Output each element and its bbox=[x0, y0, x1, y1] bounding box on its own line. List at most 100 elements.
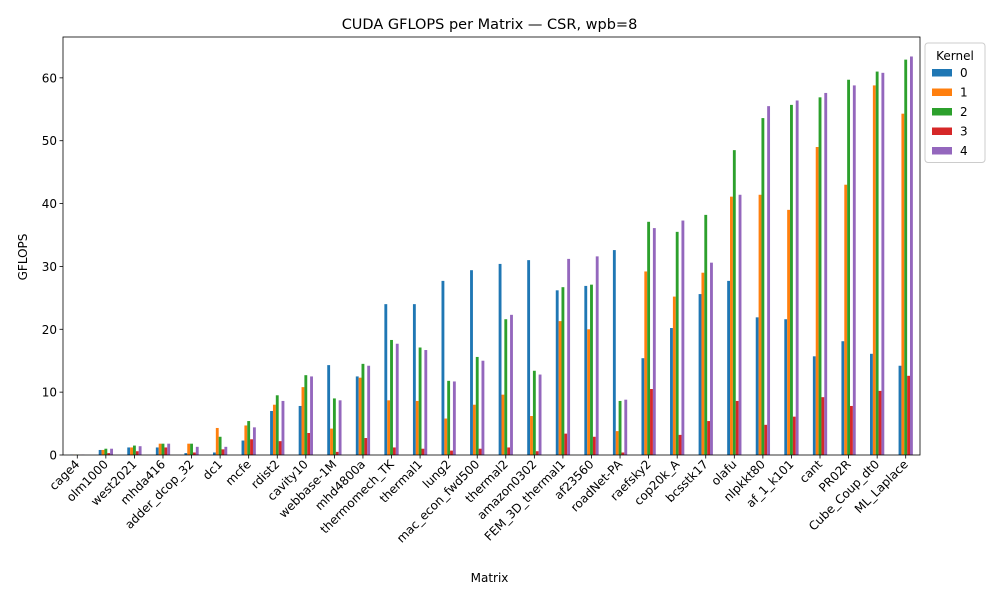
bar-raefsky2-kernel-1 bbox=[644, 271, 647, 455]
bar-PR02R-kernel-2 bbox=[847, 80, 850, 455]
bar-cop20k_A-kernel-2 bbox=[676, 232, 679, 455]
bar-lung2-kernel-2 bbox=[447, 381, 450, 455]
bar-cant-kernel-1 bbox=[816, 147, 819, 455]
bar-mac_econ_fwd500-kernel-1 bbox=[473, 405, 476, 455]
bar-cavity10-kernel-0 bbox=[299, 406, 302, 455]
bar-ML_Laplace-kernel-4 bbox=[910, 56, 913, 455]
bar-cavity10-kernel-4 bbox=[310, 376, 313, 455]
bar-mhda416-kernel-2 bbox=[162, 444, 165, 455]
bar-thermal1-kernel-0 bbox=[413, 304, 416, 455]
bar-bcsstk17-kernel-2 bbox=[704, 215, 707, 455]
bar-raefsky2-kernel-2 bbox=[647, 222, 650, 455]
bar-amazon0302-kernel-2 bbox=[533, 371, 536, 455]
chart-title: CUDA GFLOPS per Matrix — CSR, wpb=8 bbox=[342, 17, 638, 33]
legend-label-4: 4 bbox=[960, 144, 968, 158]
y-tick-label: 20 bbox=[42, 323, 57, 337]
bar-bcsstk17-kernel-3 bbox=[707, 421, 710, 455]
bar-mhda416-kernel-3 bbox=[164, 447, 167, 455]
bar-west2021-kernel-2 bbox=[133, 446, 136, 455]
bar-adder_dcop_32-kernel-4 bbox=[196, 447, 199, 455]
bar-af_1_k101-kernel-0 bbox=[784, 319, 787, 455]
bar-PR02R-kernel-1 bbox=[844, 185, 847, 455]
bar-raefsky2-kernel-4 bbox=[653, 228, 656, 455]
bar-mcfe-kernel-3 bbox=[250, 439, 253, 455]
bar-ML_Laplace-kernel-1 bbox=[901, 114, 904, 455]
bar-rdist2-kernel-1 bbox=[273, 405, 276, 455]
bar-af23560-kernel-3 bbox=[593, 437, 596, 455]
bar-raefsky2-kernel-0 bbox=[641, 358, 644, 455]
bar-af23560-kernel-2 bbox=[590, 285, 593, 455]
bar-thermomech_TK-kernel-1 bbox=[387, 400, 390, 455]
bar-nlpkkt80-kernel-4 bbox=[767, 106, 770, 455]
bar-mhda416-kernel-4 bbox=[167, 444, 170, 455]
legend-swatch-0 bbox=[932, 69, 952, 77]
bar-cavity10-kernel-2 bbox=[304, 375, 307, 455]
bar-thermal2-kernel-2 bbox=[504, 319, 507, 455]
bar-af_1_k101-kernel-2 bbox=[790, 105, 793, 455]
bar-mhd4800a-kernel-1 bbox=[359, 378, 362, 455]
bar-cant-kernel-3 bbox=[821, 397, 824, 455]
bar-mac_econ_fwd500-kernel-3 bbox=[479, 449, 482, 455]
bar-amazon0302-kernel-3 bbox=[536, 451, 539, 455]
bar-af23560-kernel-1 bbox=[587, 329, 590, 455]
bar-bcsstk17-kernel-4 bbox=[710, 263, 713, 455]
bar-roadNet-PA-kernel-1 bbox=[616, 431, 619, 455]
bar-olafu-kernel-1 bbox=[730, 197, 733, 455]
bar-mcfe-kernel-2 bbox=[247, 421, 250, 455]
legend-swatch-1 bbox=[932, 89, 952, 97]
bar-olafu-kernel-0 bbox=[727, 281, 730, 455]
bar-ML_Laplace-kernel-0 bbox=[899, 366, 902, 455]
bar-olm1000-kernel-2 bbox=[104, 449, 107, 455]
bar-amazon0302-kernel-0 bbox=[527, 260, 530, 455]
bar-olm1000-kernel-4 bbox=[110, 449, 113, 455]
bar-cant-kernel-0 bbox=[813, 356, 816, 455]
bar-FEM_3D_thermal1-kernel-1 bbox=[559, 321, 562, 455]
bar-PR02R-kernel-0 bbox=[841, 341, 844, 455]
bar-roadNet-PA-kernel-4 bbox=[624, 400, 627, 455]
bar-nlpkkt80-kernel-1 bbox=[759, 195, 762, 455]
bar-olafu-kernel-3 bbox=[736, 401, 739, 455]
bar-west2021-kernel-1 bbox=[130, 447, 133, 455]
bar-cop20k_A-kernel-0 bbox=[670, 328, 673, 455]
bar-mhda416-kernel-1 bbox=[159, 444, 162, 455]
bar-lung2-kernel-0 bbox=[442, 281, 445, 455]
bar-af_1_k101-kernel-1 bbox=[787, 210, 790, 455]
bar-lung2-kernel-1 bbox=[444, 419, 447, 455]
bar-bcsstk17-kernel-1 bbox=[701, 273, 704, 455]
bar-olafu-kernel-4 bbox=[739, 195, 742, 455]
bar-Cube_Coup_dt0-kernel-2 bbox=[876, 72, 879, 455]
bar-mcfe-kernel-1 bbox=[244, 425, 247, 455]
bar-west2021-kernel-0 bbox=[127, 447, 130, 455]
bar-mcfe-kernel-0 bbox=[242, 441, 245, 455]
y-tick-label: 50 bbox=[42, 134, 57, 148]
bar-adder_dcop_32-kernel-1 bbox=[187, 444, 190, 455]
bar-west2021-kernel-4 bbox=[139, 446, 142, 455]
bar-ML_Laplace-kernel-3 bbox=[907, 376, 910, 455]
bar-amazon0302-kernel-4 bbox=[539, 375, 542, 455]
bar-thermal1-kernel-1 bbox=[416, 401, 419, 455]
bar-mhd4800a-kernel-4 bbox=[367, 366, 370, 455]
bar-dc1-kernel-4 bbox=[224, 447, 227, 455]
bar-FEM_3D_thermal1-kernel-0 bbox=[556, 290, 559, 455]
bar-cop20k_A-kernel-3 bbox=[679, 435, 682, 455]
bar-mac_econ_fwd500-kernel-0 bbox=[470, 270, 473, 455]
y-tick-label: 60 bbox=[42, 71, 57, 85]
bar-mhda416-kernel-0 bbox=[156, 447, 159, 455]
bar-mcfe-kernel-4 bbox=[253, 427, 256, 455]
bar-webbase-1M-kernel-3 bbox=[336, 452, 339, 455]
bar-olm1000-kernel-0 bbox=[99, 450, 102, 455]
bar-thermal1-kernel-3 bbox=[422, 449, 425, 455]
bar-mhd4800a-kernel-0 bbox=[356, 376, 359, 455]
bar-Cube_Coup_dt0-kernel-0 bbox=[870, 354, 873, 455]
bar-thermal2-kernel-1 bbox=[501, 395, 504, 455]
bar-thermal2-kernel-4 bbox=[510, 315, 513, 455]
bar-olafu-kernel-2 bbox=[733, 150, 736, 455]
legend-swatch-3 bbox=[932, 128, 952, 136]
y-tick-label: 0 bbox=[49, 449, 57, 463]
bar-nlpkkt80-kernel-3 bbox=[764, 425, 767, 455]
bar-roadNet-PA-kernel-2 bbox=[619, 401, 622, 455]
legend-title: Kernel bbox=[936, 49, 974, 63]
legend-swatch-2 bbox=[932, 108, 952, 116]
